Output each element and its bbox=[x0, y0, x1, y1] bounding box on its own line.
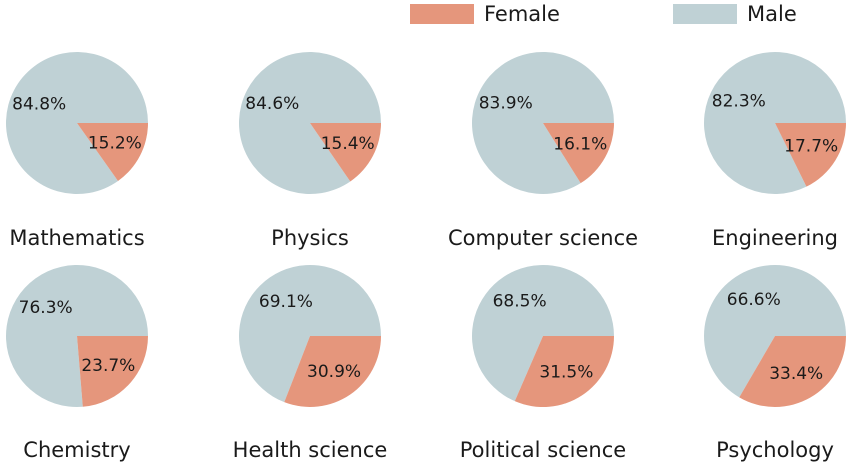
pie-slice-male bbox=[704, 52, 846, 195]
pie-title: Political science bbox=[460, 438, 626, 462]
pie-label-male: 69.1% bbox=[259, 292, 313, 312]
pie-slice-male bbox=[704, 265, 846, 398]
pie-slice-female bbox=[739, 336, 846, 408]
pie-psychology: 33.4% 66.6% Psychology bbox=[704, 265, 846, 462]
pie-slice-male bbox=[239, 51, 381, 194]
pie-label-male: 76.3% bbox=[19, 298, 73, 318]
pie-title: Health science bbox=[233, 438, 388, 462]
pie-label-female: 31.5% bbox=[539, 363, 593, 383]
pie-label-female: 16.1% bbox=[553, 135, 607, 155]
pie-title: Physics bbox=[271, 226, 349, 250]
pie-label-male: 66.6% bbox=[727, 290, 781, 310]
pie-slice-male bbox=[472, 52, 614, 195]
pie-label-male: 84.8% bbox=[12, 94, 66, 114]
pie-label-female: 23.7% bbox=[81, 356, 135, 376]
pie-title: Mathematics bbox=[9, 226, 144, 250]
pie-slice-male bbox=[472, 265, 614, 402]
pie-label-male: 83.9% bbox=[479, 93, 533, 113]
pie-label-female: 30.9% bbox=[307, 362, 361, 382]
legend-swatch-male bbox=[673, 4, 737, 24]
pie-title: Chemistry bbox=[23, 438, 130, 462]
pie-grid: 15.2% 84.8% Mathematics 15.4% 84.6% Physics 16… bbox=[5, 51, 846, 462]
pie-label-female: 17.7% bbox=[784, 136, 838, 156]
pie-slice-female bbox=[77, 123, 148, 181]
pie-label-male: 68.5% bbox=[493, 291, 547, 311]
pie-physics: 15.4% 84.6% Physics bbox=[239, 51, 381, 250]
legend-label-male: Male bbox=[747, 2, 797, 26]
pie-slice-female bbox=[310, 123, 381, 182]
pie-slice-female bbox=[775, 123, 846, 187]
pie-slice-male bbox=[5, 51, 148, 194]
pie-health-science: 30.9% 69.1% Health science bbox=[233, 265, 388, 462]
pie-title: Psychology bbox=[716, 438, 834, 462]
pie-slice-female bbox=[77, 336, 148, 407]
pie-label-male: 84.6% bbox=[245, 94, 299, 114]
pie-slice-female bbox=[543, 123, 614, 184]
pie-label-female: 15.4% bbox=[321, 134, 375, 154]
pie-engineering: 17.7% 82.3% Engineering bbox=[704, 52, 846, 250]
pie-mathematics: 15.2% 84.8% Mathematics bbox=[5, 51, 148, 250]
pie-chemistry: 23.7% 76.3% Chemistry bbox=[5, 265, 148, 462]
pie-title: Computer science bbox=[448, 226, 638, 250]
legend-label-female: Female bbox=[484, 2, 560, 26]
pie-label-female: 15.2% bbox=[88, 134, 142, 154]
pie-computer-science: 16.1% 83.9% Computer science bbox=[448, 52, 638, 250]
pie-slice-female bbox=[514, 336, 614, 407]
pie-label-female: 33.4% bbox=[769, 364, 823, 384]
pie-label-male: 82.3% bbox=[712, 92, 766, 112]
pie-title: Engineering bbox=[712, 226, 838, 250]
legend-swatch-female bbox=[410, 4, 474, 24]
legend: Female Male bbox=[410, 2, 797, 26]
pie-slice-female bbox=[284, 336, 381, 408]
pie-slice-male bbox=[5, 265, 148, 407]
pie-political-science: 31.5% 68.5% Political science bbox=[460, 265, 626, 462]
pie-slice-male bbox=[238, 265, 381, 403]
